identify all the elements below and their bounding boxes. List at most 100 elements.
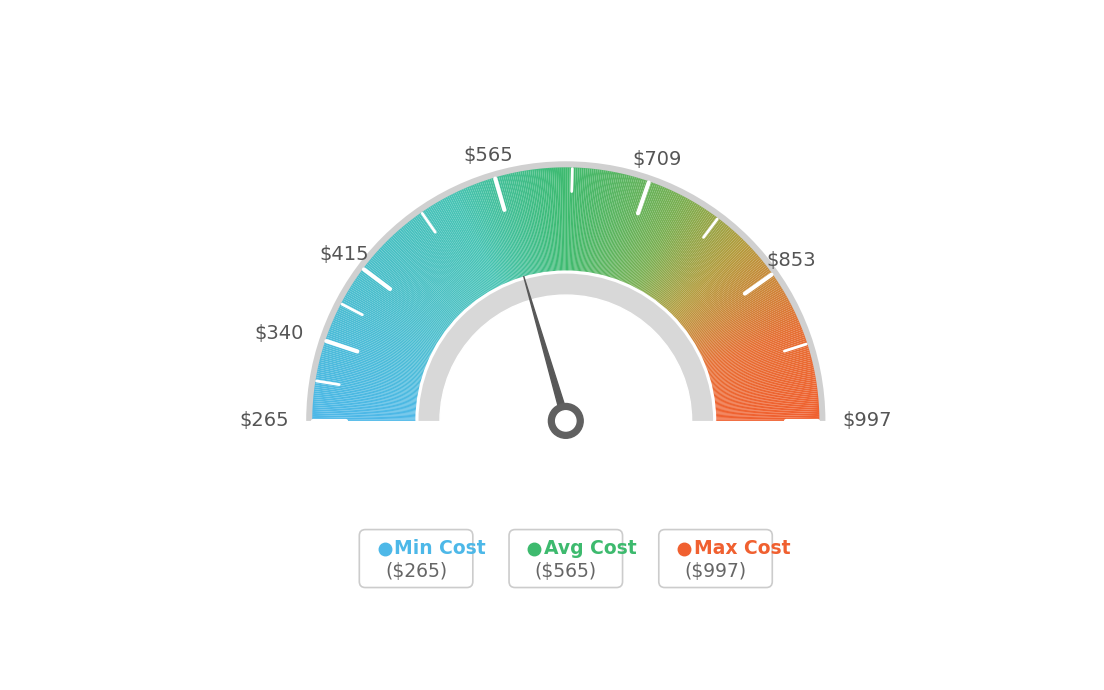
Wedge shape (375, 252, 454, 322)
Wedge shape (395, 232, 466, 310)
Wedge shape (679, 255, 758, 324)
Wedge shape (666, 232, 736, 310)
Text: $265: $265 (240, 411, 289, 431)
Wedge shape (702, 317, 798, 360)
Wedge shape (595, 172, 617, 275)
Wedge shape (316, 375, 418, 395)
Wedge shape (538, 168, 551, 272)
Wedge shape (354, 280, 442, 339)
Wedge shape (560, 168, 563, 271)
Wedge shape (399, 229, 468, 308)
Text: ($565): ($565) (534, 562, 597, 582)
Wedge shape (693, 287, 782, 343)
Wedge shape (379, 249, 456, 320)
Wedge shape (532, 169, 548, 273)
Wedge shape (322, 348, 423, 379)
Wedge shape (488, 179, 521, 279)
Wedge shape (312, 415, 416, 419)
Wedge shape (347, 292, 437, 346)
Wedge shape (687, 270, 771, 333)
Wedge shape (700, 309, 795, 356)
Wedge shape (715, 413, 819, 417)
Wedge shape (711, 356, 811, 384)
Wedge shape (581, 168, 594, 272)
Wedge shape (684, 266, 767, 330)
Wedge shape (665, 230, 735, 309)
Wedge shape (312, 401, 416, 411)
Wedge shape (567, 168, 570, 271)
Wedge shape (703, 322, 800, 364)
Wedge shape (445, 197, 496, 289)
Wedge shape (593, 171, 614, 274)
Wedge shape (407, 221, 474, 304)
Wedge shape (698, 302, 790, 352)
Wedge shape (512, 172, 535, 275)
Wedge shape (491, 178, 523, 278)
Wedge shape (433, 204, 489, 293)
Wedge shape (404, 224, 471, 306)
Wedge shape (312, 407, 416, 414)
Wedge shape (591, 170, 609, 273)
Wedge shape (701, 313, 796, 358)
Wedge shape (683, 264, 766, 329)
Wedge shape (668, 236, 741, 313)
Wedge shape (690, 280, 777, 339)
Wedge shape (664, 228, 732, 308)
Wedge shape (680, 258, 761, 326)
Wedge shape (709, 346, 809, 378)
Wedge shape (648, 209, 707, 297)
Wedge shape (317, 369, 420, 392)
Wedge shape (384, 243, 459, 317)
Wedge shape (715, 407, 819, 414)
Wedge shape (331, 322, 428, 364)
Wedge shape (318, 366, 420, 389)
Wedge shape (643, 204, 699, 293)
Wedge shape (534, 169, 549, 273)
Wedge shape (312, 417, 416, 420)
Wedge shape (501, 175, 529, 276)
Wedge shape (440, 295, 691, 421)
Wedge shape (422, 211, 481, 297)
Wedge shape (454, 193, 501, 286)
Wedge shape (362, 268, 446, 332)
Wedge shape (713, 373, 815, 394)
Wedge shape (528, 170, 544, 273)
Wedge shape (710, 350, 810, 380)
Circle shape (440, 295, 691, 546)
Wedge shape (381, 246, 457, 318)
Wedge shape (709, 344, 808, 377)
Wedge shape (705, 331, 804, 369)
Wedge shape (470, 185, 511, 282)
Wedge shape (548, 168, 556, 272)
Wedge shape (594, 172, 615, 274)
Wedge shape (703, 318, 798, 362)
Wedge shape (613, 180, 648, 279)
Wedge shape (341, 302, 434, 352)
Wedge shape (344, 295, 436, 348)
Wedge shape (411, 219, 475, 303)
Wedge shape (713, 375, 816, 395)
Wedge shape (682, 262, 765, 328)
Wedge shape (639, 199, 691, 291)
Wedge shape (712, 368, 814, 391)
Wedge shape (714, 393, 818, 406)
Wedge shape (442, 199, 493, 290)
Wedge shape (333, 318, 428, 362)
Wedge shape (510, 173, 534, 275)
Wedge shape (502, 175, 530, 276)
Wedge shape (705, 328, 803, 367)
Wedge shape (403, 226, 470, 306)
Wedge shape (572, 168, 577, 271)
Wedge shape (332, 320, 428, 362)
Polygon shape (523, 276, 570, 422)
Wedge shape (622, 186, 662, 283)
Text: $997: $997 (842, 411, 892, 431)
Wedge shape (312, 411, 416, 416)
Wedge shape (611, 179, 644, 279)
Wedge shape (714, 395, 818, 407)
Wedge shape (346, 293, 436, 346)
Wedge shape (618, 184, 657, 282)
Wedge shape (654, 216, 716, 300)
Wedge shape (321, 352, 422, 382)
Wedge shape (321, 350, 422, 380)
